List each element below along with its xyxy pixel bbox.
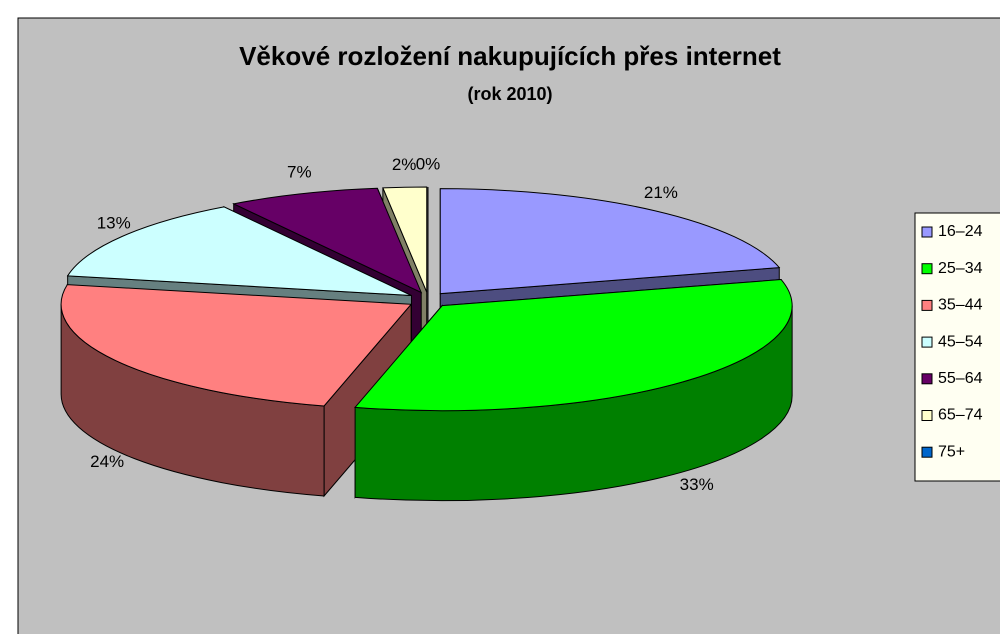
legend-swatch [921,226,933,238]
data-label: 0% [416,154,441,173]
legend-swatch [921,410,933,421]
legend-label: 55–64 [938,370,983,387]
chart-title: Věkové rozložení nakupujících přes inter… [239,41,781,71]
slice [439,188,781,295]
data-label: 7% [287,162,312,181]
legend-label: 25–34 [938,260,983,277]
data-label: 21% [644,183,678,202]
data-label: 13% [97,214,131,233]
data-label: 24% [90,452,124,471]
legend-swatch [921,299,933,311]
legend-label: 16–24 [938,223,983,240]
slice [60,284,413,407]
legend-swatch [921,373,933,385]
legend-label: 65–74 [938,407,983,424]
legend-swatch [921,446,933,458]
data-label: 2% [392,155,417,174]
legend-swatch [921,336,933,348]
legend-label: 35–44 [938,297,983,314]
chart-subtitle: (rok 2010) [467,84,552,104]
slice [382,186,428,293]
slice [232,187,423,294]
data-label: 33% [680,475,714,494]
slice [66,206,412,297]
legend-label: 75+ [938,443,965,460]
slice [354,279,793,412]
legend-swatch [921,263,933,275]
legend-label: 45–54 [938,333,983,350]
